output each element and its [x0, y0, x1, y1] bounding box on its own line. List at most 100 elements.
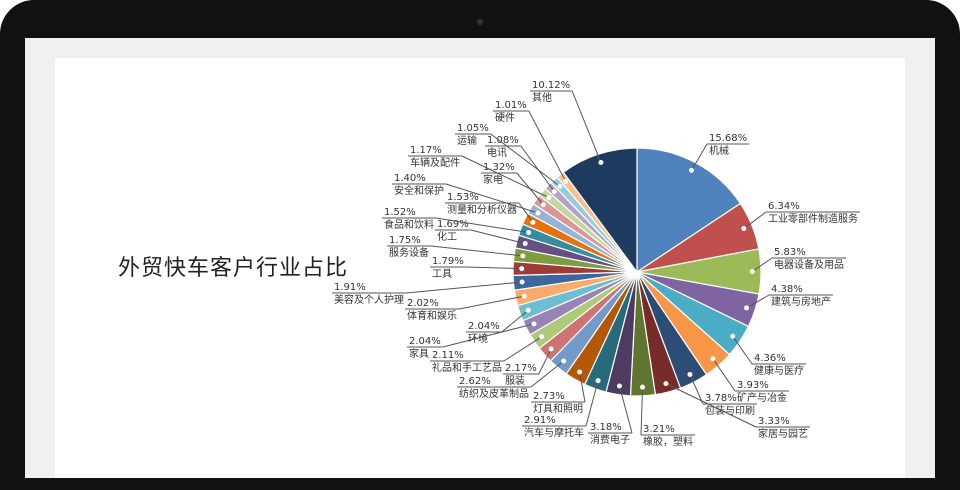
- leader-dot: [577, 369, 583, 375]
- slice-name-label: 美容及个人护理: [334, 293, 404, 306]
- slice-percent-label: 1.69%: [437, 219, 469, 230]
- leader-dot: [616, 383, 622, 389]
- leader-dot: [687, 371, 693, 377]
- leader-dot: [519, 279, 525, 285]
- leader-line: [712, 358, 736, 392]
- slice-percent-label: 3.21%: [643, 424, 675, 435]
- slice-percent-label: 5.83%: [774, 247, 806, 258]
- slice-percent-label: 3.78%: [705, 393, 737, 404]
- leader-line: [490, 133, 561, 187]
- slice-name-label: 电讯: [487, 146, 507, 159]
- slice-percent-label: 2.04%: [468, 321, 500, 332]
- leader-dot: [551, 189, 557, 195]
- slice-name-label: 工具: [432, 268, 452, 280]
- slice-name-label: 家电: [483, 173, 503, 186]
- leader-dot: [520, 253, 526, 259]
- slice-name-label: 家具: [409, 347, 429, 360]
- leader-line: [518, 202, 534, 223]
- slice-name-label: 服装: [505, 374, 525, 387]
- slice-percent-label: 1.52%: [384, 207, 416, 218]
- slice-name-label: 车辆及配件: [410, 156, 460, 169]
- slice-name-label: 礼品和手工艺品: [432, 361, 502, 374]
- slice-name-label: 环境: [468, 332, 488, 345]
- leader-line: [752, 257, 773, 272]
- slice-percent-label: 2.91%: [524, 415, 556, 426]
- slice-percent-label: 2.02%: [407, 298, 439, 309]
- slice-percent-label: 3.18%: [590, 422, 622, 433]
- slice-percent-label: 2.73%: [533, 391, 565, 402]
- leader-dot: [539, 334, 545, 340]
- leader-line: [579, 371, 586, 403]
- leader-dot: [546, 195, 552, 201]
- slice-percent-label: 4.36%: [754, 353, 786, 364]
- leader-dot: [526, 230, 532, 236]
- leader-dot: [744, 305, 750, 311]
- slice-name-label: 消费电子: [590, 433, 630, 446]
- leader-dot: [598, 159, 604, 165]
- slice-percent-label: 1.91%: [334, 282, 366, 293]
- leader-dot: [519, 266, 525, 272]
- leader-dot: [548, 346, 554, 352]
- slice-name-label: 安全和保护: [394, 184, 444, 197]
- slice-name-label: 汽车与摩托车: [524, 426, 584, 439]
- leader-dot: [525, 307, 531, 313]
- leader-dot: [710, 356, 716, 362]
- leader-dot: [563, 178, 569, 184]
- leader-line: [503, 336, 542, 362]
- leader-line: [618, 385, 633, 434]
- leader-line: [445, 183, 539, 214]
- slice-percent-label: 1.75%: [389, 235, 421, 246]
- leader-line: [665, 383, 757, 428]
- leader-line: [538, 348, 552, 375]
- slice-percent-label: 10.12%: [532, 80, 570, 91]
- leader-line: [430, 245, 523, 257]
- slice-percent-label: 1.01%: [495, 100, 527, 111]
- pie-slice[interactable]: [562, 147, 638, 274]
- slice-percent-label: 1.79%: [432, 256, 464, 267]
- leader-line: [585, 380, 599, 427]
- leader-dot: [561, 358, 567, 364]
- slice-percent-label: 1.53%: [447, 192, 479, 203]
- slice-name-label: 建筑与房地产: [771, 295, 831, 308]
- slice-percent-label: 2.11%: [432, 350, 464, 361]
- leader-line: [405, 281, 523, 294]
- leader-line: [465, 266, 522, 270]
- leader-dot: [522, 241, 528, 247]
- slice-name-label: 食品和饮料: [384, 218, 434, 231]
- slice-name-label: 家居与园艺: [758, 427, 808, 440]
- chart-title: 外贸快车客户行业占比: [118, 256, 349, 281]
- leader-line: [435, 217, 529, 234]
- slice-percent-label: 2.62%: [459, 376, 491, 387]
- leader-line: [571, 90, 602, 163]
- slice-percent-label: 1.32%: [483, 162, 515, 173]
- slice-percent-label: 1.40%: [394, 173, 426, 184]
- slice-name-label: 电器设备及用品: [774, 258, 844, 271]
- leader-dot: [540, 202, 546, 208]
- leader-line: [691, 143, 708, 171]
- chart-card: [55, 58, 905, 478]
- slice-name-label: 机械: [709, 144, 729, 157]
- leader-dot: [535, 210, 541, 216]
- slice-name-label: 橡胶，塑料: [643, 435, 693, 448]
- slice-name-label: 运输: [457, 134, 477, 147]
- pie-chart: 15.68%机械 6.34%工业零部件制造服务 5.83%电器设备及用品 4.38%建…: [332, 80, 860, 448]
- slice-percent-label: 2.04%: [409, 336, 441, 347]
- leader-line: [530, 360, 564, 388]
- leader-dot: [749, 269, 755, 275]
- leader-line: [458, 295, 525, 310]
- slice-percent-label: 15.68%: [709, 133, 747, 144]
- leader-line: [461, 155, 550, 199]
- slice-name-label: 测量和分析仪器: [447, 203, 517, 216]
- slice-percent-label: 3.93%: [737, 380, 769, 391]
- leader-dot: [521, 293, 527, 299]
- slice-name-label: 包装与印刷: [705, 404, 755, 417]
- leader-line: [746, 294, 770, 309]
- leader-line: [501, 309, 529, 333]
- leader-line: [689, 374, 704, 405]
- leader-line: [743, 211, 767, 229]
- leader-line: [732, 335, 753, 365]
- slice-percent-label: 2.17%: [505, 363, 537, 374]
- leader-dot: [730, 333, 736, 339]
- leader-line: [470, 229, 526, 245]
- slice-name-label: 工业零部件制造服务: [768, 212, 858, 225]
